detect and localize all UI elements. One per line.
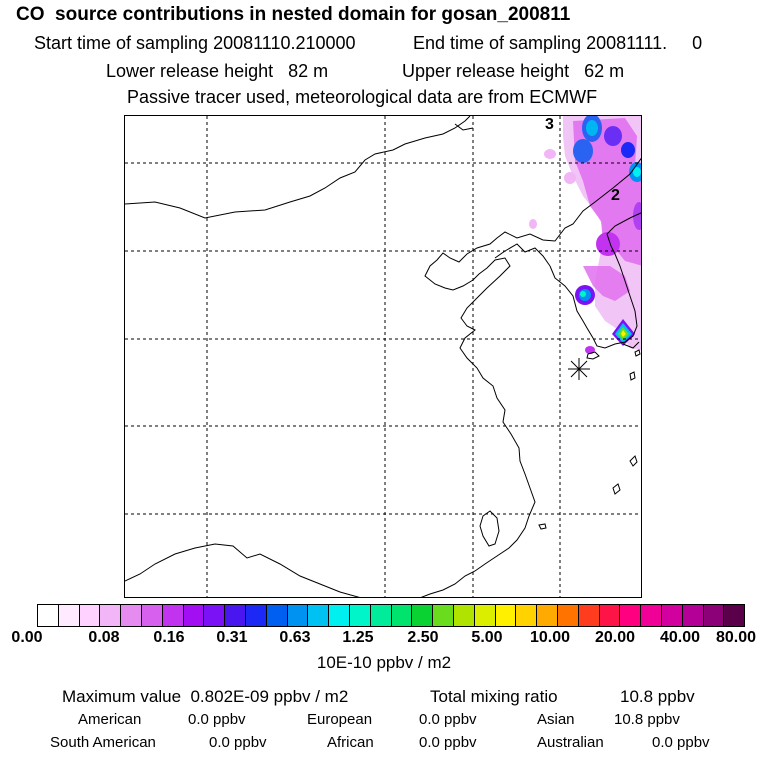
lower-height-label: Lower release height 82 m <box>106 61 329 81</box>
colorbar-tick-label: 1.25 <box>342 629 374 646</box>
colorbar-swatch <box>599 605 621 626</box>
region-value: 0.0 ppbv <box>419 711 477 728</box>
start-time-label: Start time of sampling 20081110.210000 <box>34 33 356 53</box>
colorbar-swatch <box>391 605 413 626</box>
max-value-label: Maximum value 0.802E-09 ppbv / m2 <box>62 687 349 706</box>
tracer-note: Passive tracer used, meteorological data… <box>127 87 598 107</box>
lat-lon-grid <box>125 116 641 597</box>
contour-label-3: 3 <box>545 116 554 133</box>
colorbar-units: 10E-10 ppbv / m2 <box>316 653 452 672</box>
region-value: 0.0 ppbv <box>652 734 710 751</box>
colorbar-tick-label: 0.63 <box>279 629 311 646</box>
region-value: 0.0 ppbv <box>188 711 246 728</box>
colorbar-swatch <box>79 605 101 626</box>
region-value: 10.8 ppbv <box>614 711 680 728</box>
receptor-marker <box>568 358 590 380</box>
colorbar-tick-label: 2.50 <box>407 629 439 646</box>
colorbar-swatch <box>433 605 454 626</box>
colorbar-swatch <box>412 605 434 626</box>
colorbar-swatch <box>183 605 205 626</box>
colorbar-tick-label: 10.00 <box>529 629 571 646</box>
map-canvas: 3 2 <box>125 116 641 597</box>
colorbar-swatch <box>724 605 745 626</box>
colorbar-tick-label: 0.08 <box>88 629 120 646</box>
colorbar-tick-label: 5.00 <box>471 629 503 646</box>
colorbar-swatch <box>100 605 122 626</box>
colorbar-swatch <box>349 605 371 626</box>
colorbar-tick-label: 40.00 <box>659 629 701 646</box>
colorbar-swatch <box>641 605 662 626</box>
region-name: European <box>307 711 373 728</box>
colorbar-swatch <box>661 605 683 626</box>
colorbar-tick-label: 0.00 <box>11 629 43 646</box>
colorbar-swatch <box>495 605 517 626</box>
region-name: Asian <box>537 711 575 728</box>
region-name: American <box>78 711 142 728</box>
coastlines-and-borders <box>125 116 641 597</box>
colorbar-swatch <box>370 605 392 626</box>
colorbar-tick-label: 20.00 <box>594 629 636 646</box>
contour-label-2: 2 <box>611 187 620 204</box>
colorbar-swatch <box>58 605 80 626</box>
map-panel: 3 2 <box>124 115 642 598</box>
colorbar-swatch <box>245 605 267 626</box>
plot-title: CO source contributions in nested domain… <box>16 4 571 25</box>
total-mixing-value: 10.8 ppbv <box>620 687 695 706</box>
colorbar-swatch <box>620 605 642 626</box>
colorbar-swatch <box>329 605 350 626</box>
colorbar-swatch <box>516 605 538 626</box>
region-value: 0.0 ppbv <box>209 734 267 751</box>
concentration-plume <box>529 116 641 354</box>
colorbar-swatch <box>266 605 288 626</box>
region-name: African <box>327 734 374 751</box>
colorbar-swatch <box>474 605 496 626</box>
colorbar-swatch <box>121 605 142 626</box>
colorbar-swatch <box>141 605 163 626</box>
colorbar <box>37 604 745 627</box>
end-time-label: End time of sampling 20081111. 0 <box>413 33 703 53</box>
upper-height-label: Upper release height 62 m <box>402 61 625 81</box>
colorbar-swatch <box>682 605 704 626</box>
colorbar-tick-label: 80.00 <box>715 629 757 646</box>
colorbar-swatch <box>557 605 579 626</box>
colorbar-swatch <box>204 605 226 626</box>
colorbar-swatch <box>38 605 59 626</box>
colorbar-swatch <box>703 605 725 626</box>
colorbar-swatch <box>537 605 558 626</box>
region-value: 0.0 ppbv <box>419 734 477 751</box>
colorbar-swatch <box>162 605 184 626</box>
colorbar-swatch <box>308 605 330 626</box>
region-name: Australian <box>537 734 604 751</box>
colorbar-swatch <box>225 605 246 626</box>
colorbar-swatch <box>453 605 475 626</box>
colorbar-tick-label: 0.16 <box>153 629 185 646</box>
region-name: South American <box>50 734 156 751</box>
colorbar-swatch <box>287 605 309 626</box>
colorbar-swatch <box>578 605 600 626</box>
total-mixing-label: Total mixing ratio <box>430 687 558 706</box>
colorbar-tick-label: 0.31 <box>216 629 248 646</box>
